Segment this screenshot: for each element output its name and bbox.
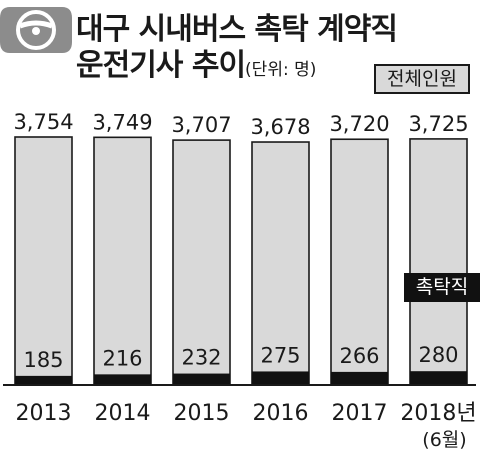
total-value-label: 3,720 xyxy=(329,112,389,136)
legend-contract: 촉탁직 xyxy=(404,273,480,302)
total-value-label: 3,725 xyxy=(408,112,468,136)
steering-wheel-icon xyxy=(0,7,72,53)
total-bar xyxy=(330,138,389,386)
total-bar xyxy=(251,141,310,386)
x-tick-label: 2014 xyxy=(95,401,151,426)
x-tick-label: 2013 xyxy=(16,401,72,426)
contract-value-label: 266 xyxy=(339,344,379,368)
chart-title-line-1: 대구 시내버스 촉탁 계약직 xyxy=(76,12,398,47)
x-tick-label: 2018년 xyxy=(400,401,476,426)
contract-value-label: 280 xyxy=(418,343,458,367)
contract-bar xyxy=(173,373,230,385)
x-tick-label: 2017 xyxy=(332,401,388,426)
contract-bar xyxy=(94,374,151,385)
x-tick-label: 2015 xyxy=(174,401,230,426)
contract-value-label: 232 xyxy=(181,346,221,370)
legend-total: 전체인원 xyxy=(374,64,470,94)
total-bar xyxy=(409,138,468,386)
contract-bar xyxy=(331,371,388,385)
contract-value-label: 275 xyxy=(260,343,300,367)
contract-value-label: 216 xyxy=(102,346,142,370)
contract-bar xyxy=(410,371,467,385)
total-value-label: 3,754 xyxy=(13,110,73,134)
contract-value-label: 185 xyxy=(23,348,63,372)
total-value-label: 3,749 xyxy=(92,110,152,134)
total-bar xyxy=(14,136,73,386)
x-tick-note: (6월) xyxy=(422,429,466,451)
chart-title-line-2-text: 운전기사 추이 xyxy=(76,48,246,83)
total-bar xyxy=(93,136,152,386)
x-tick-label: 2016 xyxy=(253,401,309,426)
chart-title-line-2: 운전기사 추이(단위: 명) xyxy=(76,40,316,84)
contract-bar xyxy=(252,371,309,385)
total-value-label: 3,678 xyxy=(250,115,310,139)
unit-label: (단위: 명) xyxy=(245,60,317,80)
total-bar xyxy=(172,139,231,386)
contract-bar xyxy=(15,375,72,385)
total-value-label: 3,707 xyxy=(171,113,231,137)
